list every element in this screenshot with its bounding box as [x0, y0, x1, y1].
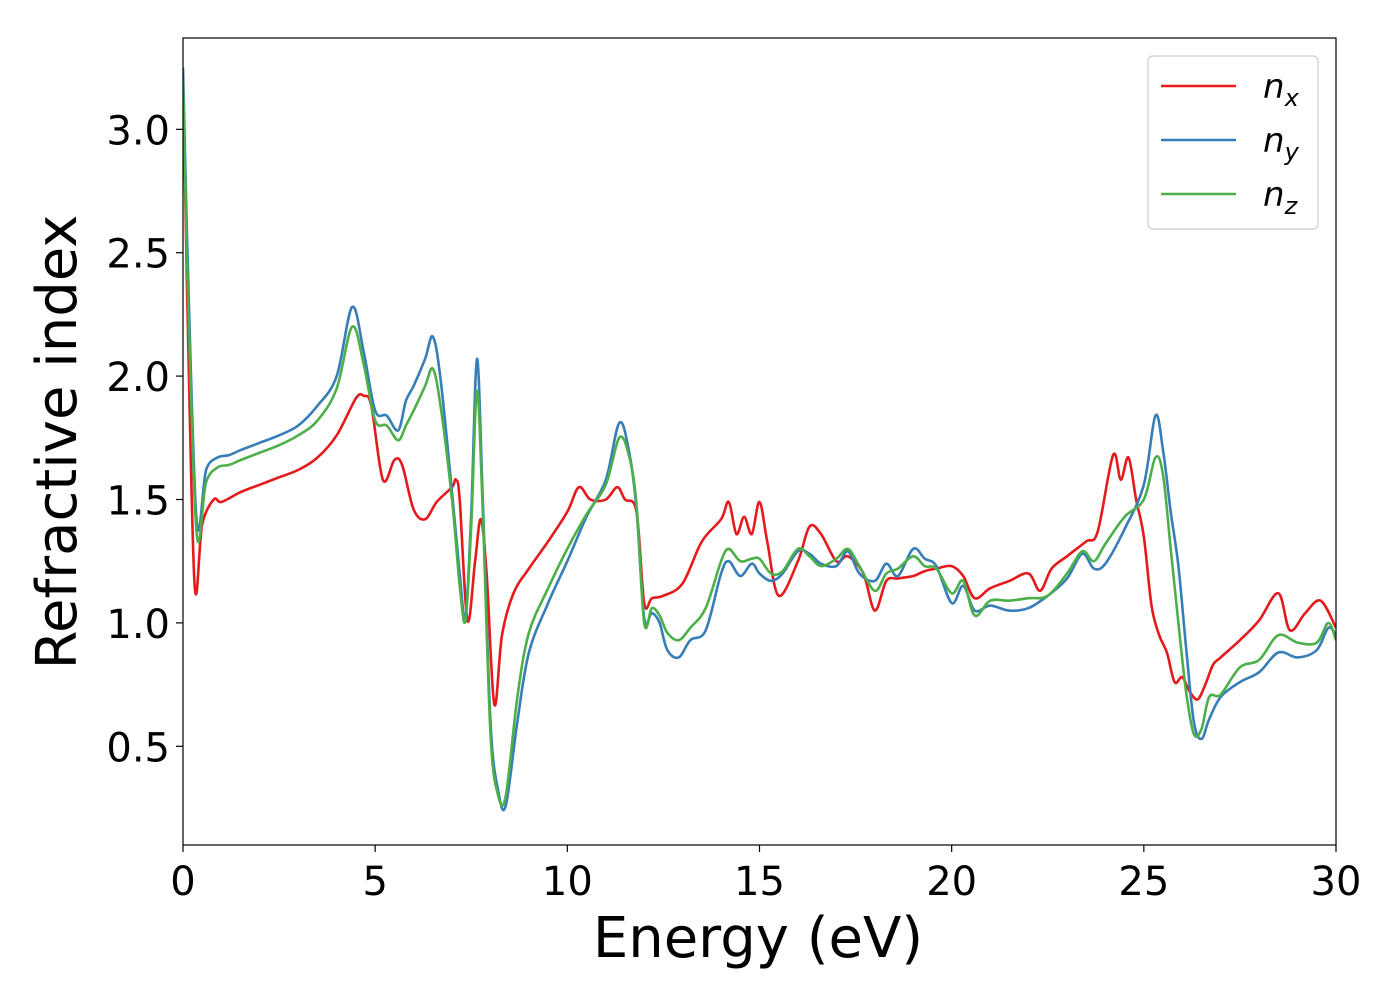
y-axis-title: Refractive index	[25, 215, 90, 670]
y-tick-label: 2.5	[106, 232, 170, 278]
y-tick-label: 1.5	[106, 478, 170, 524]
series-line-nz	[183, 79, 1336, 807]
x-tick-label: 10	[542, 859, 593, 905]
series-line-ny	[183, 67, 1336, 812]
legend-label-nz: nz	[1263, 175, 1299, 220]
x-tick-label: 25	[1118, 859, 1169, 905]
legend-box	[1147, 55, 1319, 230]
x-tick-label: 5	[362, 859, 387, 905]
legend-label-nx: nx	[1263, 67, 1300, 112]
series-line-nx	[183, 74, 1336, 707]
legend: nx ny nz	[1147, 55, 1319, 230]
plot-area	[183, 67, 1336, 812]
y-tick-label: 2.0	[106, 355, 170, 401]
legend-label-ny: ny	[1263, 121, 1300, 166]
x-axis-title: Energy (eV)	[593, 906, 923, 971]
y-tick-label: 0.5	[106, 725, 170, 771]
x-tick-label: 0	[170, 859, 195, 905]
axes: 0 5 10 15 20 25 30 0.5 1.0 1.5 2.0 2.5 3.0	[106, 37, 1362, 905]
y-tick-label: 1.0	[106, 602, 170, 648]
y-tick-label: 3.0	[106, 108, 170, 154]
x-tick-label: 30	[1311, 859, 1362, 905]
x-tick-label: 20	[926, 859, 977, 905]
x-tick-label: 15	[734, 859, 785, 905]
